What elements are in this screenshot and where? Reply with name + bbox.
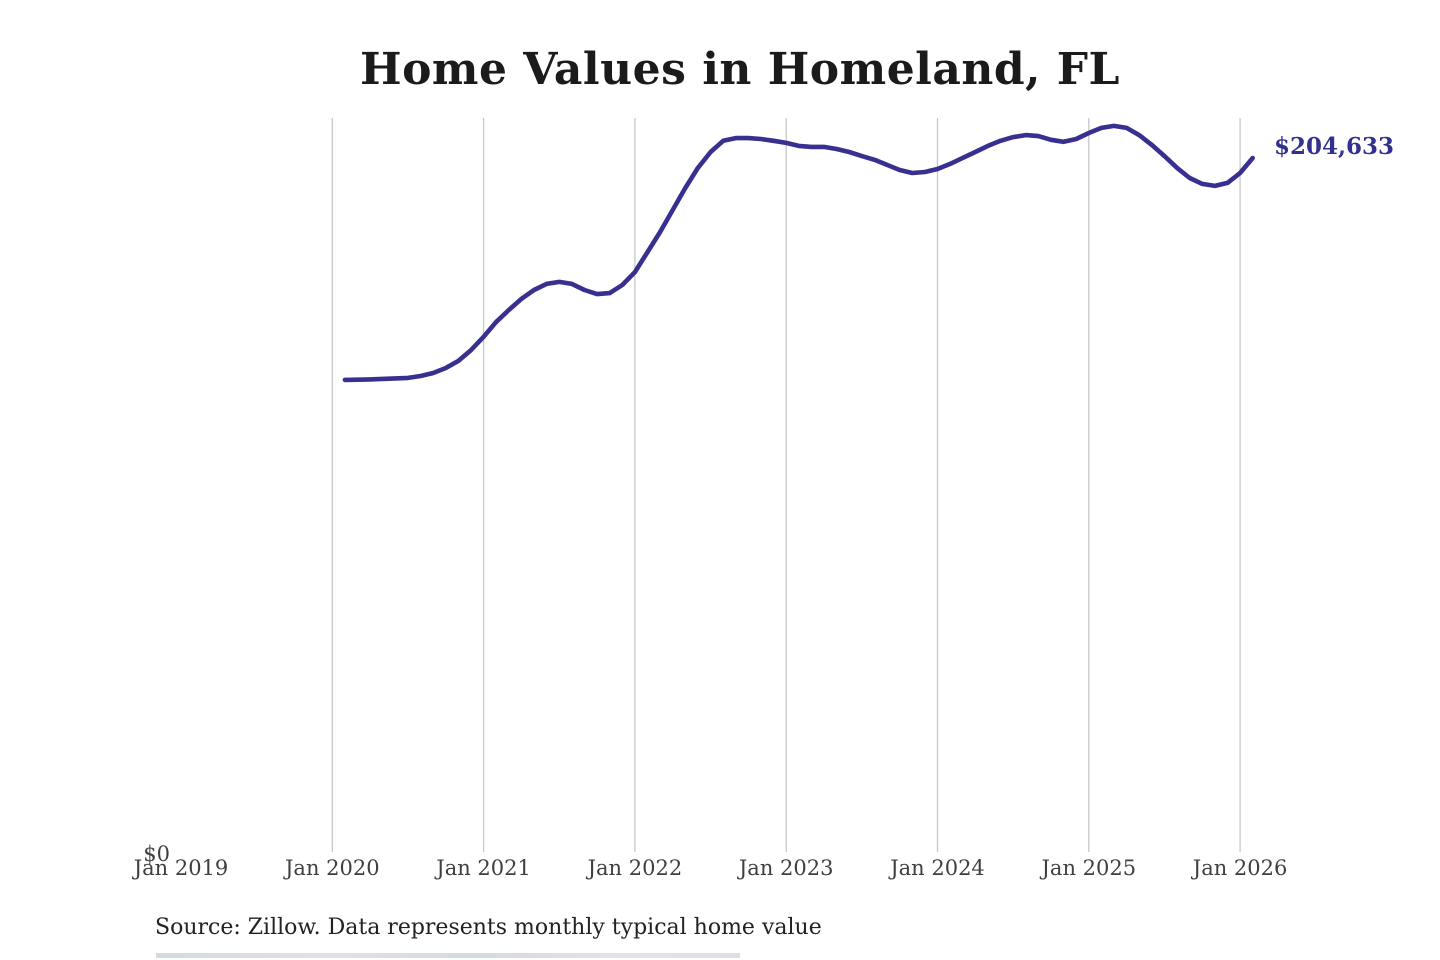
cropped-text-remnant [156,953,740,958]
source-note: Source: Zillow. Data represents monthly … [155,915,822,940]
x-tick-label: Jan 2019 [133,856,229,880]
x-tick-label: Jan 2026 [1192,856,1288,880]
latest-value-annotation: $204,633 [1274,133,1395,160]
x-tick-label: Jan 2020 [285,856,380,880]
x-tick-label: Jan 2025 [1041,856,1137,880]
chart-title: Home Values in Homeland, FL [360,44,1120,95]
y-axis-zero-label: $0 [143,842,170,866]
x-tick-label: Jan 2024 [890,856,985,880]
x-tick-label: Jan 2023 [738,856,834,880]
x-tick-label: Jan 2022 [587,856,683,880]
x-tick-label: Jan 2021 [436,856,531,880]
home-value-line[interactable] [342,123,1255,383]
